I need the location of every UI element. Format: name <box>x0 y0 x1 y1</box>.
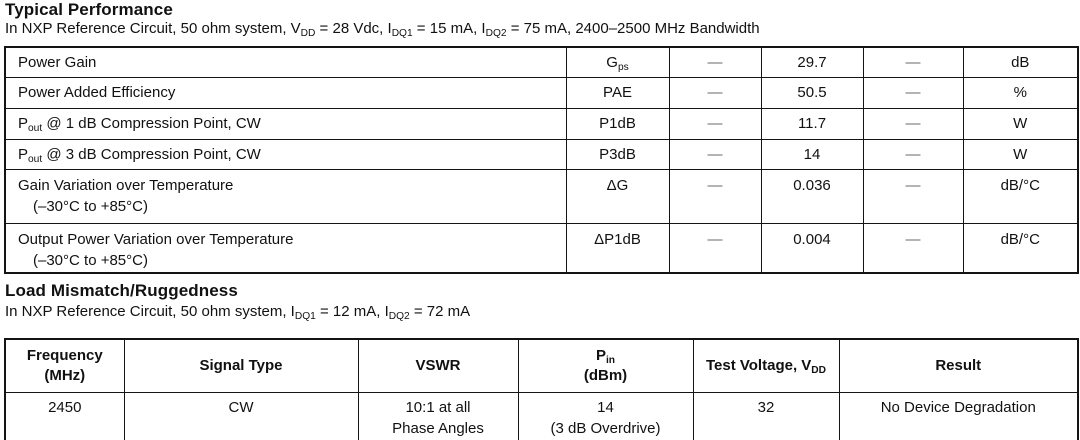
col-header-frequency: Frequency (MHz) <box>4 338 125 393</box>
table-row: 2450 CW 10:1 at all Phase Angles 14 (3 dB … <box>4 392 1079 440</box>
cell-max: — <box>862 76 964 109</box>
col-header-test-voltage: Test Voltage, VDD <box>692 338 840 393</box>
cell-typ: 0.036 <box>760 168 864 224</box>
cell-unit: dB/°C <box>962 222 1079 274</box>
cell-typ: 14 <box>760 138 864 170</box>
cell-signal-type: CW <box>123 392 359 440</box>
cell-min: — <box>668 76 762 109</box>
cell-min: — <box>668 138 762 170</box>
cell-typ: 11.7 <box>760 107 864 140</box>
cell-max: — <box>862 46 964 78</box>
cell-result: No Device Degradation <box>838 392 1079 440</box>
cell-min: — <box>668 107 762 140</box>
cell-pin: 14 (3 dB Overdrive) <box>517 392 694 440</box>
typical-performance-table: Power Gain Gps — 29.7 — dB Power Added E… <box>4 46 1079 274</box>
cell-characteristic: Pout @ 1 dB Compression Point, CW <box>4 107 567 140</box>
cell-min: — <box>668 168 762 224</box>
cell-unit: W <box>962 138 1079 170</box>
table-header-row: Frequency (MHz) Signal Type VSWR Pin (dBm)… <box>4 338 1079 393</box>
load-mismatch-title: Load Mismatch/Ruggedness <box>5 281 238 300</box>
cell-symbol: P3dB <box>565 138 670 170</box>
cell-unit: dB/°C <box>962 168 1079 224</box>
typical-performance-conditions: In NXP Reference Circuit, 50 ohm system,… <box>5 20 760 40</box>
table-row: Gain Variation over Temperature (–30°C to… <box>4 168 1079 224</box>
cell-typ: 50.5 <box>760 76 864 109</box>
cell-characteristic: Gain Variation over Temperature (–30°C to… <box>4 168 567 224</box>
col-header-vswr: VSWR <box>357 338 519 393</box>
cell-max: — <box>862 222 964 274</box>
cell-frequency: 2450 <box>4 392 125 440</box>
table-row: Pout @ 3 dB Compression Point, CW P3dB —… <box>4 138 1079 170</box>
cell-typ: 0.004 <box>760 222 864 274</box>
cell-unit: dB <box>962 46 1079 78</box>
cell-test-voltage: 32 <box>692 392 840 440</box>
cell-symbol: P1dB <box>565 107 670 140</box>
cell-min: — <box>668 46 762 78</box>
load-mismatch-table: Frequency (MHz) Signal Type VSWR Pin (dBm)… <box>4 338 1079 440</box>
table-row: Output Power Variation over Temperature(… <box>4 222 1079 274</box>
cell-symbol: ΔG <box>565 168 670 224</box>
cell-unit: % <box>962 76 1079 109</box>
col-header-result: Result <box>838 338 1079 393</box>
cell-max: — <box>862 138 964 170</box>
cell-vswr: 10:1 at all Phase Angles <box>357 392 519 440</box>
table-row: Power Gain Gps — 29.7 — dB <box>4 46 1079 78</box>
cell-characteristic: Pout @ 3 dB Compression Point, CW <box>4 138 567 170</box>
cell-min: — <box>668 222 762 274</box>
table-row: Pout @ 1 dB Compression Point, CW P1dB —… <box>4 107 1079 140</box>
load-mismatch-conditions: In NXP Reference Circuit, 50 ohm system,… <box>5 303 471 323</box>
col-header-signal-type: Signal Type <box>123 338 359 393</box>
cell-max: — <box>862 107 964 140</box>
cell-symbol: Gps <box>565 46 670 78</box>
cell-characteristic: Output Power Variation over Temperature(… <box>4 222 567 274</box>
cell-max: — <box>862 168 964 224</box>
cell-characteristic: Power Added Efficiency <box>4 76 567 109</box>
col-header-pin: Pin (dBm) <box>517 338 694 393</box>
cell-unit: W <box>962 107 1079 140</box>
cell-characteristic: Power Gain <box>4 46 567 78</box>
typical-performance-title: Typical Performance <box>5 0 173 19</box>
table-row: Power Added Efficiency PAE — 50.5 — % <box>4 76 1079 109</box>
cell-typ: 29.7 <box>760 46 864 78</box>
cell-symbol: PAE <box>565 76 670 109</box>
cell-symbol: ΔP1dB <box>565 222 670 274</box>
